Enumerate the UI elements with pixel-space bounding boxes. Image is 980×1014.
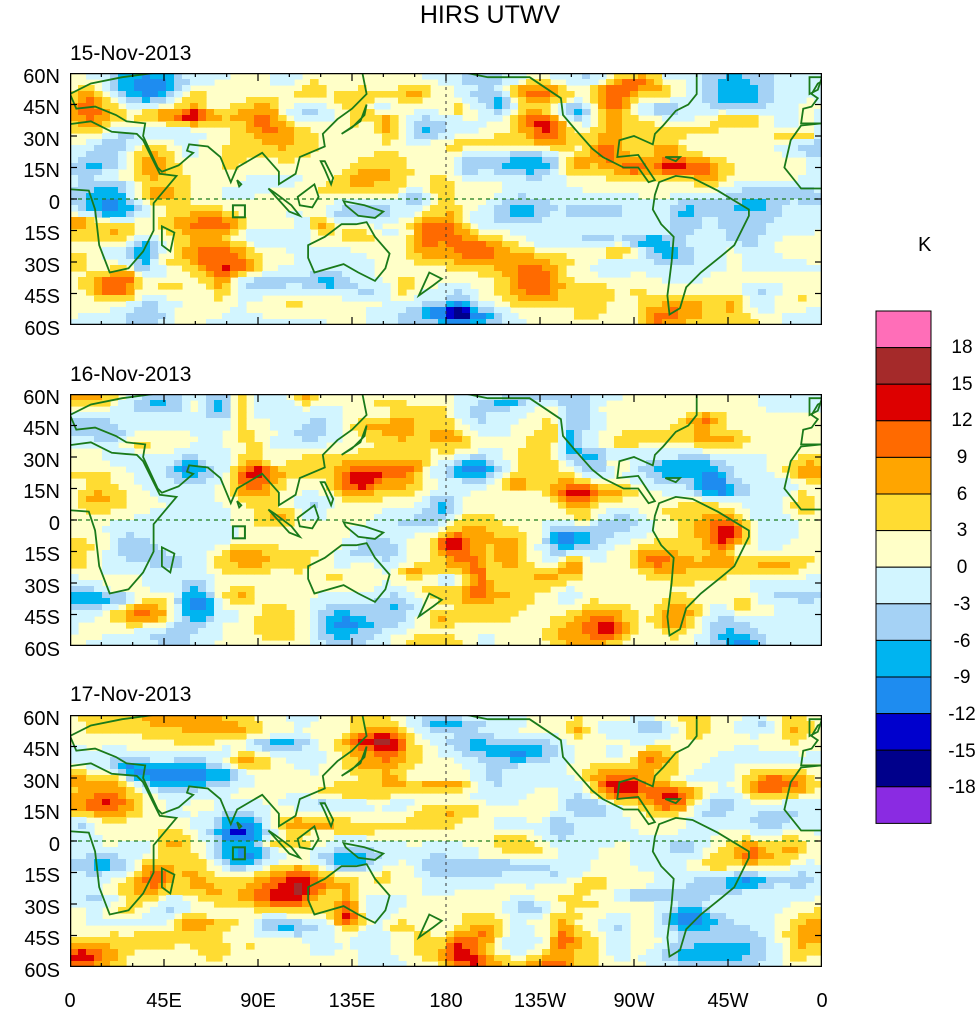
map-panel-2 bbox=[70, 394, 822, 646]
lat-label: 45N bbox=[23, 739, 60, 761]
colorbar-label: 3 bbox=[956, 520, 968, 541]
lon-label: 0 bbox=[64, 990, 76, 1012]
colorbar-swatch bbox=[875, 713, 932, 751]
lat-label: 0 bbox=[48, 834, 60, 856]
lat-label: 60S bbox=[24, 318, 60, 340]
lat-label: 45S bbox=[24, 928, 60, 950]
colorbar-label: -12 bbox=[948, 704, 976, 725]
colorbar-label: 15 bbox=[951, 374, 973, 395]
axis-ticks bbox=[70, 715, 822, 967]
lat-label: 15N bbox=[23, 160, 60, 182]
colorbar-label: 9 bbox=[956, 447, 968, 468]
colorbar-swatch bbox=[875, 639, 932, 678]
lat-label: 60N bbox=[23, 708, 60, 730]
lat-label: 60S bbox=[24, 639, 60, 661]
panel-1-date: 15-Nov-2013 bbox=[70, 42, 192, 65]
lat-label: 0 bbox=[48, 513, 60, 535]
colorbar-swatch bbox=[875, 749, 932, 788]
lat-label: 45S bbox=[24, 286, 60, 308]
lat-label: 0 bbox=[48, 192, 60, 214]
coastlines bbox=[70, 394, 822, 637]
panel-2-date: 16-Nov-2013 bbox=[70, 363, 192, 386]
lat-label: 45N bbox=[23, 97, 60, 119]
colorbar-swatch bbox=[875, 603, 932, 641]
map-panel-3 bbox=[70, 715, 822, 967]
lat-label: 30N bbox=[23, 771, 60, 793]
colorbar-label: -9 bbox=[953, 667, 971, 688]
lat-label: 15N bbox=[23, 802, 60, 824]
map-panel-2-field bbox=[70, 394, 822, 646]
marker-square bbox=[231, 525, 246, 540]
coastlines bbox=[70, 715, 822, 958]
colorbar-swatch bbox=[875, 383, 932, 422]
lat-label: 15S bbox=[24, 223, 60, 245]
lat-label: 30N bbox=[23, 129, 60, 151]
lat-label: 60N bbox=[23, 387, 60, 409]
colorbar-swatch bbox=[875, 530, 932, 568]
colorbar-swatch bbox=[875, 310, 932, 349]
lat-label: 15N bbox=[23, 481, 60, 503]
map-panel-1 bbox=[70, 73, 822, 325]
colorbar-swatch bbox=[875, 420, 932, 458]
colorbar-label: -6 bbox=[953, 631, 971, 652]
colorbar-label: -15 bbox=[948, 741, 976, 762]
unit-label: K bbox=[918, 234, 932, 256]
map-panel-3-field bbox=[70, 715, 822, 967]
colorbar-swatch bbox=[875, 786, 932, 824]
colorbar-label: 0 bbox=[956, 557, 968, 578]
marker-square bbox=[231, 846, 246, 861]
colorbar-label: -18 bbox=[948, 777, 976, 798]
colorbar-swatch bbox=[875, 566, 932, 605]
lon-label: 45E bbox=[146, 990, 182, 1012]
lat-label: 45N bbox=[23, 418, 60, 440]
lon-label: 135W bbox=[513, 990, 567, 1012]
colorbar-swatch bbox=[875, 493, 932, 532]
colorbar bbox=[875, 310, 932, 824]
lat-label: 60N bbox=[23, 66, 60, 88]
colorbar-label: 12 bbox=[951, 410, 973, 431]
axis-ticks bbox=[70, 394, 822, 646]
lon-label: 0 bbox=[816, 990, 828, 1012]
lat-label: 30S bbox=[24, 897, 60, 919]
lon-label: 135E bbox=[328, 990, 376, 1012]
lat-label: 60S bbox=[24, 960, 60, 982]
lon-label: 45W bbox=[707, 990, 749, 1012]
colorbar-label: -3 bbox=[953, 594, 971, 615]
lat-label: 30N bbox=[23, 450, 60, 472]
colorbar-swatch bbox=[875, 347, 932, 385]
colorbar-label: 6 bbox=[956, 484, 968, 505]
panel-3-date: 17-Nov-2013 bbox=[70, 683, 192, 706]
chart-title: HIRS UTWV bbox=[419, 1, 561, 29]
colorbar-label: 18 bbox=[951, 337, 973, 358]
lon-label: 90E bbox=[240, 990, 276, 1012]
lat-label: 30S bbox=[24, 255, 60, 277]
lon-label: 90W bbox=[613, 990, 655, 1012]
lon-label: 180 bbox=[429, 990, 463, 1012]
lat-label: 30S bbox=[24, 576, 60, 598]
map-panel-1-field bbox=[70, 73, 822, 325]
lat-label: 15S bbox=[24, 544, 60, 566]
colorbar-swatch bbox=[875, 456, 932, 495]
axis-ticks bbox=[70, 73, 822, 325]
marker-square bbox=[231, 204, 246, 219]
lat-label: 15S bbox=[24, 865, 60, 887]
colorbar-swatch bbox=[875, 676, 932, 715]
coastlines bbox=[70, 73, 822, 316]
lat-label: 45S bbox=[24, 607, 60, 629]
